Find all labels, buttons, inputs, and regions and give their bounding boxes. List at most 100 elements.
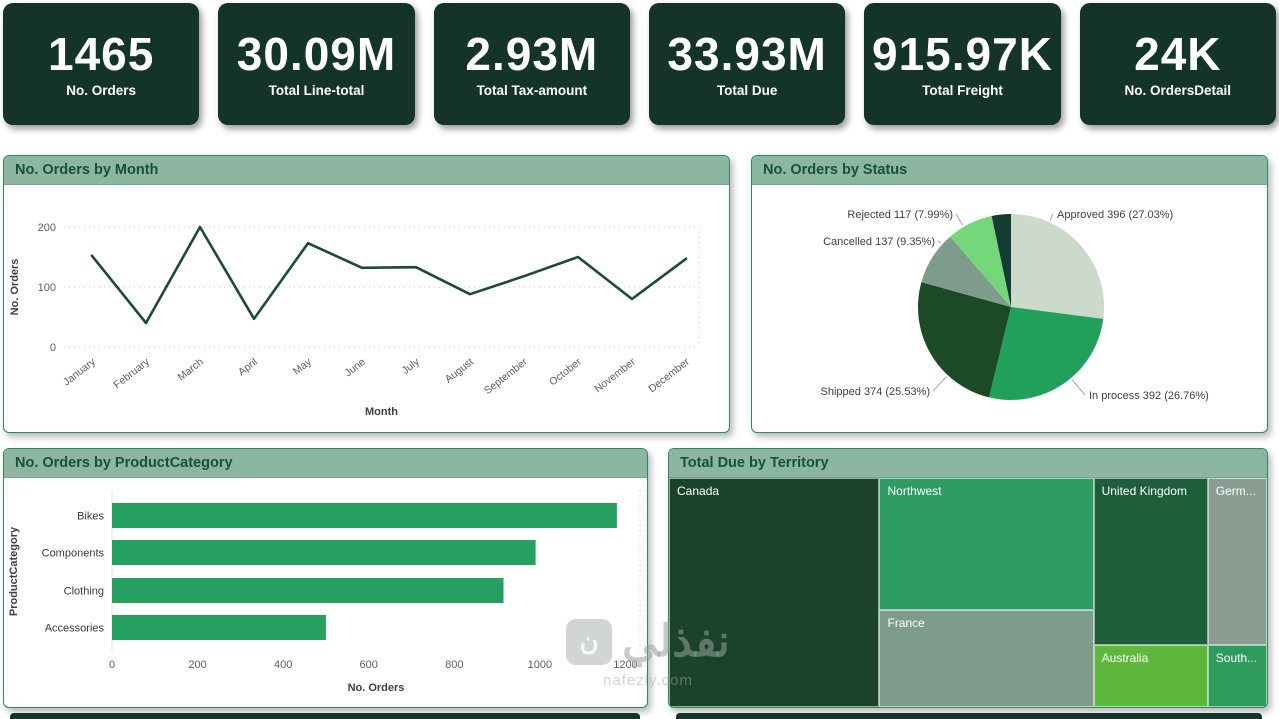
label-leader-line bbox=[1049, 213, 1054, 221]
kpi-card-total-tax-amount[interactable]: 2.93M Total Tax-amount bbox=[433, 3, 630, 125]
kpi-value: 1465 bbox=[47, 28, 155, 81]
pie-slice-in-process[interactable] bbox=[989, 307, 1104, 400]
x-tick-label: August bbox=[443, 356, 476, 386]
treemap-tile-united-kingdom[interactable]: United Kingdom bbox=[1093, 478, 1208, 646]
x-tick-label: 200 bbox=[188, 659, 206, 671]
x-tick-label: March bbox=[175, 356, 206, 384]
treemap-body[interactable]: Canada Northwest France United Kingdom Germ.… bbox=[669, 478, 1267, 707]
treemap-tile-south[interactable]: South... bbox=[1207, 645, 1267, 707]
panel-title: No. Orders by Status bbox=[763, 162, 908, 178]
x-tick-label: November bbox=[592, 356, 638, 396]
kpi-card-total-due[interactable]: 33.93M Total Due bbox=[648, 3, 846, 125]
treemap-tile-germ[interactable]: Germ... bbox=[1207, 478, 1267, 646]
y-tick-label: 200 bbox=[38, 222, 56, 234]
x-tick-label: June bbox=[343, 356, 368, 380]
x-tick-label: December bbox=[646, 356, 692, 396]
pie-data-label-in-process: In process 392 (26.76%) bbox=[1089, 390, 1209, 402]
category-label-bikes: Bikes bbox=[77, 511, 104, 523]
tile-label: Germ... bbox=[1215, 484, 1256, 498]
pie-chart-svg: Approved 396 (27.03%) In process 392 (26.… bbox=[821, 209, 1209, 402]
x-tick-label: 1200 bbox=[613, 659, 637, 671]
panel-title: No. Orders by Month bbox=[15, 162, 159, 178]
panel-header-orders-by-productcategory: No. Orders by ProductCategory bbox=[4, 449, 647, 478]
kpi-card-total-line-total[interactable]: 30.09M Total Line-total bbox=[218, 3, 415, 125]
pie-data-label-shipped: Shipped 374 (25.53%) bbox=[821, 386, 930, 398]
category-label-components: Components bbox=[42, 548, 105, 560]
label-leader-line bbox=[932, 376, 947, 392]
bar-clothing[interactable] bbox=[112, 578, 504, 603]
panel-orders-by-status: No. Orders by Status Approved 396 (27.03… bbox=[751, 155, 1268, 433]
category-label-accessories: Accessories bbox=[45, 623, 105, 635]
bottom-card-strip-left bbox=[10, 713, 640, 719]
x-tick-label: 400 bbox=[274, 659, 292, 671]
label-leader-line bbox=[937, 240, 941, 244]
kpi-row: 1465 No. Orders 30.09M Total Line-total 2.93… bbox=[3, 3, 1276, 125]
x-tick-label: April bbox=[236, 356, 260, 378]
kpi-card-no-orders[interactable]: 1465 No. Orders bbox=[3, 3, 200, 125]
kpi-value: 24K bbox=[1134, 28, 1222, 81]
panel-orders-by-productcategory: No. Orders by ProductCategory 0 200 400 600… bbox=[3, 448, 648, 708]
kpi-label: Total Tax-amount bbox=[476, 82, 588, 98]
bottom-card-strip-right bbox=[676, 713, 1262, 719]
x-tick-label: February bbox=[111, 355, 152, 391]
x-axis-title: Month bbox=[365, 406, 398, 418]
pie-slice-cancelled[interactable] bbox=[921, 236, 1011, 307]
tile-label: Australia bbox=[1101, 651, 1149, 666]
x-tick-label: 600 bbox=[360, 659, 378, 671]
x-tick-label: July bbox=[400, 355, 423, 376]
bar-accessories[interactable] bbox=[112, 615, 326, 640]
kpi-value: 915.97K bbox=[872, 28, 1053, 81]
pie-data-label-approved: Approved 396 (27.03%) bbox=[1057, 209, 1173, 221]
treemap-tile-france[interactable]: France bbox=[879, 609, 1094, 707]
bar-components[interactable] bbox=[112, 540, 536, 565]
kpi-card-no-ordersdetail[interactable]: 24K No. OrdersDetail bbox=[1079, 3, 1276, 125]
treemap-tile-australia[interactable]: Australia bbox=[1093, 645, 1208, 707]
bar-chart-svg: 0 200 400 600 800 1000 1200 Bikes Components Clot… bbox=[8, 490, 641, 694]
panel-total-due-by-territory: Total Due by Territory Canada Northwest Fr… bbox=[668, 448, 1268, 708]
kpi-label: No. OrdersDetail bbox=[1124, 82, 1232, 98]
pie-slice-approved[interactable] bbox=[1011, 214, 1104, 319]
y-tick-label: 0 bbox=[50, 342, 56, 354]
tile-label: Northwest bbox=[887, 484, 942, 498]
kpi-value: 2.93M bbox=[465, 28, 599, 81]
y-axis-title: No. Orders bbox=[9, 259, 21, 316]
kpi-label: No. Orders bbox=[66, 82, 137, 98]
tile-label: South... bbox=[1215, 651, 1258, 666]
x-tick-label: January bbox=[61, 355, 98, 388]
panel-orders-by-month: No. Orders by Month 0 100 200 January Februa… bbox=[3, 155, 730, 433]
line-chart-body[interactable]: 0 100 200 January February March April May June J… bbox=[4, 185, 729, 432]
x-tick-label: May bbox=[291, 355, 315, 377]
treemap-tile-northwest[interactable]: Northwest bbox=[879, 478, 1094, 610]
kpi-value: 30.09M bbox=[236, 28, 397, 81]
y-tick-label: 100 bbox=[38, 282, 56, 294]
panel-header-total-due-by-territory: Total Due by Territory bbox=[669, 449, 1267, 478]
kpi-label: Total Line-total bbox=[268, 82, 365, 98]
pie-data-label-rejected: Rejected 117 (7.99%) bbox=[847, 209, 953, 221]
panel-title: Total Due by Territory bbox=[680, 455, 829, 471]
line-series-no-orders[interactable] bbox=[90, 225, 688, 325]
pie-slice-rejected[interactable] bbox=[950, 216, 1011, 307]
kpi-label: Total Due bbox=[716, 82, 778, 98]
panel-header-orders-by-status: No. Orders by Status bbox=[752, 156, 1267, 185]
x-tick-label: 1000 bbox=[528, 659, 552, 671]
label-leader-line bbox=[955, 213, 964, 226]
panel-title: No. Orders by ProductCategory bbox=[15, 455, 233, 471]
panel-header-orders-by-month: No. Orders by Month bbox=[4, 156, 729, 185]
label-leader-line bbox=[1071, 379, 1086, 396]
x-tick-label: 0 bbox=[109, 659, 115, 671]
kpi-label: Total Freight bbox=[922, 82, 1003, 98]
line-chart-svg: 0 100 200 January February March April May June J… bbox=[9, 222, 700, 418]
kpi-value: 33.93M bbox=[667, 28, 827, 81]
pie-slice-unlabeled[interactable] bbox=[991, 214, 1011, 307]
bar-chart-body[interactable]: 0 200 400 600 800 1000 1200 Bikes Components Clot… bbox=[4, 478, 647, 707]
pie-chart-body[interactable]: Approved 396 (27.03%) In process 392 (26.… bbox=[752, 185, 1267, 432]
tile-label: Canada bbox=[677, 484, 720, 498]
x-tick-label: September bbox=[482, 356, 530, 397]
treemap-tile-canada[interactable]: Canada bbox=[669, 478, 880, 707]
tile-label: United Kingdom bbox=[1101, 484, 1187, 498]
x-tick-label: October bbox=[547, 356, 584, 389]
x-axis-title: No. Orders bbox=[348, 682, 405, 694]
kpi-card-total-freight[interactable]: 915.97K Total Freight bbox=[864, 3, 1061, 125]
bar-bikes[interactable] bbox=[112, 503, 617, 528]
pie-slice-shipped[interactable] bbox=[918, 282, 1011, 398]
